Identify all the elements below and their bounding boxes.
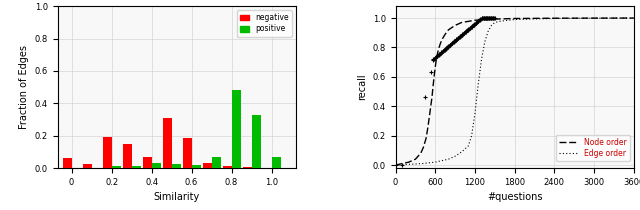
Legend: Node order, Edge order: Node order, Edge order bbox=[556, 135, 630, 161]
X-axis label: Similarity: Similarity bbox=[154, 192, 200, 202]
Bar bbox=[143, 157, 152, 168]
Bar bbox=[132, 166, 141, 168]
Bar bbox=[172, 164, 180, 168]
Y-axis label: Fraction of Edges: Fraction of Edges bbox=[19, 45, 29, 129]
Bar bbox=[191, 165, 200, 168]
Y-axis label: recall: recall bbox=[357, 74, 367, 100]
Bar bbox=[232, 90, 241, 168]
Bar bbox=[212, 157, 221, 168]
Bar bbox=[203, 163, 212, 168]
Bar bbox=[252, 115, 260, 168]
Bar bbox=[63, 158, 72, 168]
Bar bbox=[152, 163, 161, 168]
Bar bbox=[182, 138, 191, 168]
Bar bbox=[111, 166, 120, 168]
Legend: negative, positive: negative, positive bbox=[237, 10, 292, 37]
Bar bbox=[163, 118, 172, 168]
X-axis label: #questions: #questions bbox=[487, 192, 542, 202]
Bar bbox=[223, 166, 232, 168]
Bar bbox=[271, 157, 280, 168]
Bar bbox=[83, 164, 92, 168]
Bar bbox=[102, 137, 111, 168]
Bar bbox=[123, 144, 132, 168]
Bar bbox=[243, 167, 252, 168]
